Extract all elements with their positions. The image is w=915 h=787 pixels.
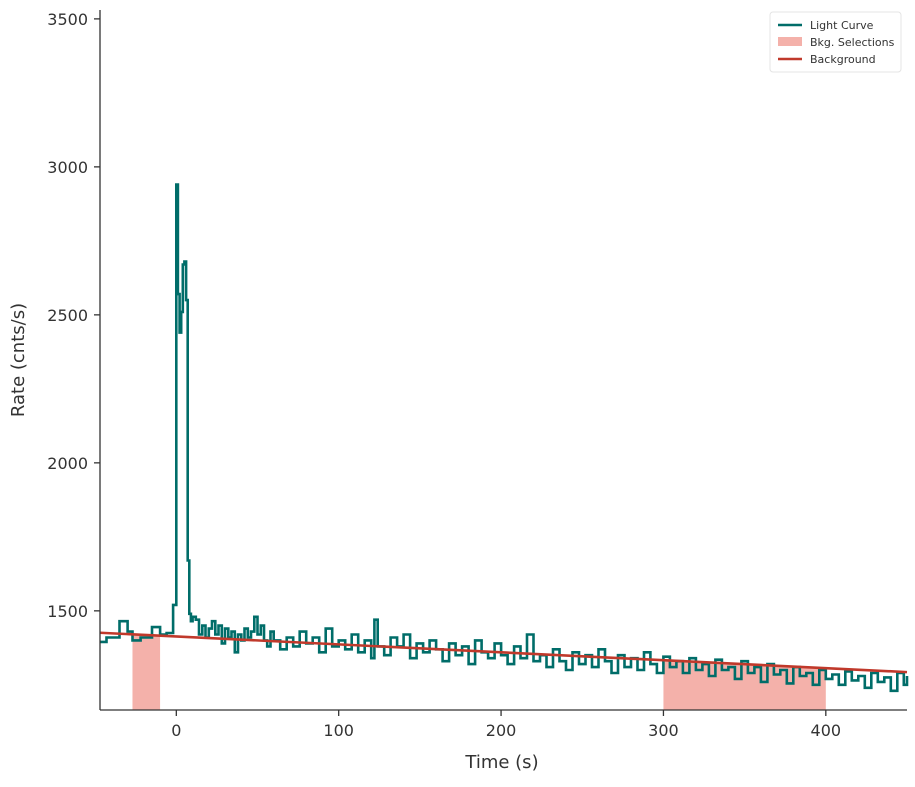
y-tick-label-1500: 1500	[47, 602, 88, 621]
y-tick-label-2000: 2000	[47, 454, 88, 473]
background-fit-layer	[99, 631, 908, 674]
bkg-selection-region-2	[663, 660, 826, 710]
x-tick-label-300: 300	[648, 721, 679, 740]
x-tick-label-400: 400	[811, 721, 842, 740]
legend-label-2: Bkg. Selections	[810, 36, 895, 49]
light-curve-series	[100, 183, 909, 693]
legend-label-3: Background	[810, 53, 876, 66]
y-tick-label-3000: 3000	[47, 158, 88, 177]
y-tick-label-2500: 2500	[47, 306, 88, 325]
legend-frame	[769, 11, 902, 73]
x-tick-label-200: 200	[486, 721, 517, 740]
legend-swatch-2	[778, 37, 802, 46]
axes-layer: 0 100 200 300 400 1500 2000 2500 3000 3500	[47, 10, 907, 740]
light-curve-layer	[100, 183, 909, 693]
x-axis-label: Time (s)	[464, 752, 538, 773]
legend-label-1: Light Curve	[810, 19, 874, 32]
background-fit-line	[99, 631, 908, 674]
bkg-selection-region-1	[132, 634, 161, 710]
y-tick-label-3500: 3500	[47, 10, 88, 29]
background-selections-layer	[132, 634, 826, 710]
y-axis-label: Rate (cnts/s)	[8, 303, 29, 417]
x-tick-label-0: 0	[171, 721, 181, 740]
x-tick-label-100: 100	[323, 721, 354, 740]
legend: Light Curve Bkg. Selections Background	[769, 11, 902, 73]
